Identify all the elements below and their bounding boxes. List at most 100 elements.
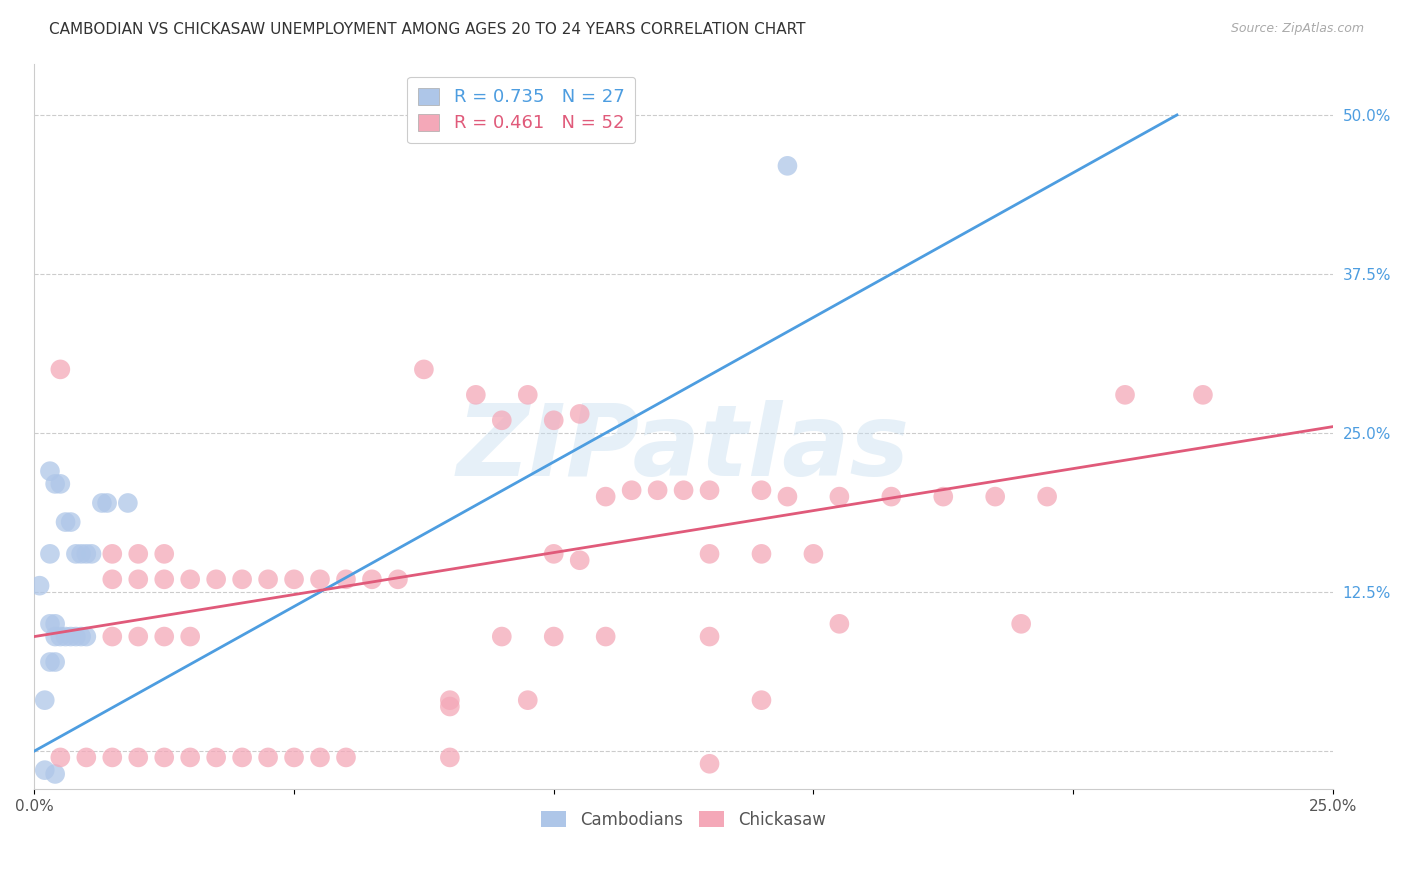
Point <box>699 483 721 498</box>
Point <box>153 750 176 764</box>
Point <box>1036 490 1059 504</box>
Point <box>231 750 253 764</box>
Point <box>464 388 486 402</box>
Point <box>127 547 149 561</box>
Point <box>39 655 62 669</box>
Point <box>75 630 97 644</box>
Point <box>751 483 773 498</box>
Point <box>34 763 56 777</box>
Text: Source: ZipAtlas.com: Source: ZipAtlas.com <box>1230 22 1364 36</box>
Point <box>699 547 721 561</box>
Point <box>179 750 201 764</box>
Point <box>257 750 280 764</box>
Point <box>776 490 799 504</box>
Point <box>335 572 357 586</box>
Point <box>439 693 461 707</box>
Point <box>39 464 62 478</box>
Point <box>44 630 66 644</box>
Point <box>1010 616 1032 631</box>
Point <box>117 496 139 510</box>
Point <box>59 515 82 529</box>
Point <box>205 750 228 764</box>
Point <box>543 413 565 427</box>
Point <box>39 616 62 631</box>
Point <box>984 490 1007 504</box>
Point <box>699 756 721 771</box>
Point <box>65 547 87 561</box>
Point <box>516 388 538 402</box>
Point <box>70 630 93 644</box>
Point <box>283 572 305 586</box>
Point <box>595 630 617 644</box>
Point <box>70 547 93 561</box>
Point <box>75 547 97 561</box>
Point <box>491 413 513 427</box>
Point <box>439 699 461 714</box>
Point <box>776 159 799 173</box>
Point <box>751 693 773 707</box>
Point <box>101 630 124 644</box>
Point <box>34 693 56 707</box>
Legend: Cambodians, Chickasaw: Cambodians, Chickasaw <box>534 804 832 835</box>
Point <box>153 547 176 561</box>
Point <box>283 750 305 764</box>
Point <box>101 750 124 764</box>
Point <box>932 490 955 504</box>
Point <box>44 767 66 781</box>
Text: ZIPatlas: ZIPatlas <box>457 400 910 497</box>
Point <box>153 572 176 586</box>
Point <box>309 750 332 764</box>
Point <box>595 490 617 504</box>
Point <box>179 572 201 586</box>
Point <box>335 750 357 764</box>
Point <box>647 483 669 498</box>
Point <box>257 572 280 586</box>
Point <box>699 630 721 644</box>
Point <box>620 483 643 498</box>
Point <box>672 483 695 498</box>
Point <box>309 572 332 586</box>
Point <box>127 572 149 586</box>
Point <box>44 476 66 491</box>
Point <box>90 496 112 510</box>
Point <box>516 693 538 707</box>
Point <box>101 572 124 586</box>
Point <box>127 630 149 644</box>
Point <box>439 750 461 764</box>
Point <box>1114 388 1136 402</box>
Point <box>828 616 851 631</box>
Point <box>543 630 565 644</box>
Point <box>153 630 176 644</box>
Point <box>412 362 434 376</box>
Point <box>75 750 97 764</box>
Point <box>49 476 72 491</box>
Point <box>543 547 565 561</box>
Text: CAMBODIAN VS CHICKASAW UNEMPLOYMENT AMONG AGES 20 TO 24 YEARS CORRELATION CHART: CAMBODIAN VS CHICKASAW UNEMPLOYMENT AMON… <box>49 22 806 37</box>
Point <box>361 572 384 586</box>
Point <box>49 630 72 644</box>
Point <box>80 547 103 561</box>
Point <box>179 630 201 644</box>
Point <box>803 547 825 561</box>
Point <box>880 490 903 504</box>
Point <box>828 490 851 504</box>
Point <box>55 515 77 529</box>
Point <box>55 630 77 644</box>
Point <box>568 407 591 421</box>
Point <box>49 750 72 764</box>
Point <box>387 572 409 586</box>
Point <box>96 496 118 510</box>
Point <box>59 630 82 644</box>
Point <box>1192 388 1215 402</box>
Point <box>49 362 72 376</box>
Point <box>65 630 87 644</box>
Point <box>205 572 228 586</box>
Point <box>127 750 149 764</box>
Point <box>44 616 66 631</box>
Point <box>39 547 62 561</box>
Point <box>101 547 124 561</box>
Point <box>28 579 51 593</box>
Point <box>44 655 66 669</box>
Point <box>231 572 253 586</box>
Point <box>491 630 513 644</box>
